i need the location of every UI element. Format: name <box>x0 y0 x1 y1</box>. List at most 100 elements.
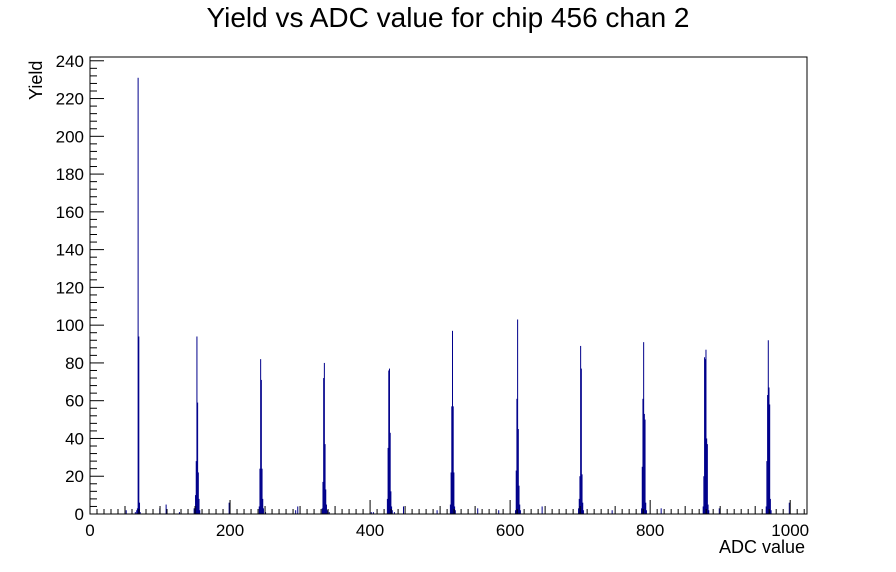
histogram-bar <box>449 504 451 514</box>
y-tick-label: 40 <box>65 429 84 448</box>
x-tick-label: 0 <box>85 521 94 540</box>
y-tick-label: 200 <box>56 127 84 146</box>
histogram-bar <box>388 368 390 514</box>
histogram-bar <box>197 472 199 514</box>
x-axis-label: ADC value <box>718 537 805 557</box>
histogram-bar <box>765 506 767 514</box>
histogram-bar <box>260 379 262 514</box>
histogram-bar <box>125 510 127 514</box>
histogram-bar <box>706 438 708 514</box>
y-tick-label: 80 <box>65 354 84 373</box>
histogram-bar <box>391 510 393 514</box>
y-tick-label: 240 <box>56 52 84 71</box>
histogram-bar <box>196 336 198 514</box>
x-tick-label: 800 <box>636 521 664 540</box>
histogram-bar <box>578 508 580 514</box>
histogram-bar <box>541 506 543 514</box>
histogram-bar <box>139 512 141 514</box>
y-tick-label: 140 <box>56 241 84 260</box>
histogram-bar <box>582 502 584 514</box>
plot-frame <box>89 56 808 515</box>
histogram-bar <box>390 491 392 514</box>
histogram-bar <box>325 504 327 514</box>
histogram-bar <box>136 510 138 514</box>
histogram-bar <box>770 510 772 514</box>
histogram-bar <box>193 508 195 514</box>
y-tick-label: 20 <box>65 467 84 486</box>
histogram-bar <box>452 330 454 514</box>
histogram-bar <box>453 472 455 514</box>
histogram-bar <box>766 461 768 514</box>
axes-group: 0 200 400 600 800 1000 0 20 40 60 80 100 120 140 160 18… <box>56 52 809 540</box>
histogram-bar <box>321 508 323 514</box>
histogram-bar <box>323 378 325 514</box>
histogram-bar <box>138 336 140 514</box>
histogram-bar <box>165 504 167 514</box>
histogram-bar <box>454 510 456 514</box>
histogram-bar <box>328 512 330 514</box>
histogram-bar <box>519 510 521 514</box>
histogram-bar <box>325 489 327 514</box>
histogram-bar <box>450 472 452 514</box>
histogram-bar <box>137 77 139 514</box>
x-tick-label: 400 <box>356 521 384 540</box>
histogram-bar <box>197 402 199 514</box>
histogram-bar <box>436 510 438 514</box>
histogram-bar <box>228 502 230 514</box>
histogram-bar <box>326 510 328 514</box>
histogram-bar <box>386 498 388 514</box>
histogram-bar <box>134 512 136 514</box>
histogram-bar <box>178 512 180 514</box>
histogram-bar <box>767 340 769 514</box>
histogram-bar <box>136 508 138 514</box>
bars-group <box>125 77 790 514</box>
y-tick-label: 160 <box>56 203 84 222</box>
x-tick-label: 200 <box>216 521 244 540</box>
y-tick-label: 60 <box>65 392 84 411</box>
histogram-bar <box>387 447 389 514</box>
histogram-bar <box>261 468 263 514</box>
histogram-bar <box>262 508 264 514</box>
y-tick-label: 100 <box>56 316 84 335</box>
x-tick-label: 1000 <box>771 521 809 540</box>
histogram-bar <box>645 502 647 514</box>
histogram-bar <box>198 498 200 514</box>
chart-title: Yield vs ADC value for chip 456 chan 2 <box>206 2 690 33</box>
y-tick-label: 180 <box>56 165 84 184</box>
histogram-bar <box>704 357 706 514</box>
histogram-bar <box>260 359 262 514</box>
histogram-bar <box>581 474 583 514</box>
histogram-bar <box>768 387 770 514</box>
y-tick-label: 120 <box>56 278 84 297</box>
histogram-bar <box>704 359 706 514</box>
histogram-bar <box>582 510 584 514</box>
y-tick-label: 0 <box>75 505 84 524</box>
histogram-bar <box>767 395 769 514</box>
histogram-bar <box>718 508 720 514</box>
histogram-bar <box>498 510 500 514</box>
histogram-bar <box>705 349 707 514</box>
histogram-bar <box>262 498 264 514</box>
histogram-bar <box>645 510 647 514</box>
histogram-bar <box>579 476 581 514</box>
histogram-bar <box>641 508 643 514</box>
histogram-bar <box>643 342 645 514</box>
histogram-bar <box>477 508 479 514</box>
histogram-bar <box>322 481 324 514</box>
histogram-bar <box>323 362 325 514</box>
histogram-bar <box>517 319 519 514</box>
histogram-bar <box>388 370 390 514</box>
histogram-bar <box>451 406 453 514</box>
x-tick-label: 600 <box>496 521 524 540</box>
histogram-bar <box>297 506 299 514</box>
histogram-bar <box>372 512 374 514</box>
histogram-bar <box>660 508 662 514</box>
histogram-bar <box>515 470 517 514</box>
y-tick-label: 220 <box>56 90 84 109</box>
histogram-bar <box>708 510 710 514</box>
histogram-bar <box>389 432 391 514</box>
histogram-bar <box>641 466 643 514</box>
histogram-bar <box>642 398 644 514</box>
histogram-bar <box>195 495 197 514</box>
